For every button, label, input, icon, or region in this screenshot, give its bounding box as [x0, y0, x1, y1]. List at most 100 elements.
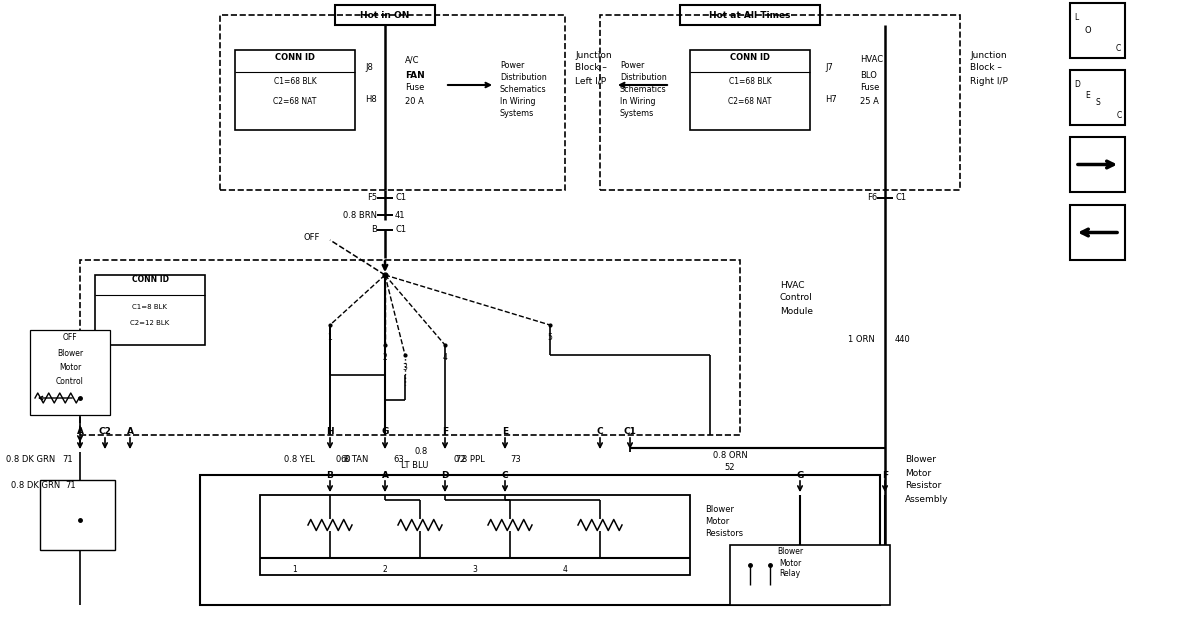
- Text: E: E: [502, 428, 508, 437]
- Text: 71: 71: [62, 455, 73, 464]
- Text: O: O: [1085, 26, 1091, 35]
- Text: 1: 1: [293, 566, 298, 575]
- Text: C1=68 BLK: C1=68 BLK: [728, 77, 772, 86]
- Text: C1=68 BLK: C1=68 BLK: [274, 77, 317, 86]
- Text: 0.8 ORN: 0.8 ORN: [713, 450, 748, 459]
- Text: D: D: [442, 471, 449, 479]
- Bar: [1070, 3, 1126, 58]
- Bar: [680, 5, 820, 25]
- Text: 440: 440: [895, 336, 911, 345]
- Text: C: C: [502, 471, 509, 479]
- Text: Resistors: Resistors: [706, 529, 743, 539]
- Text: 25 A: 25 A: [860, 96, 878, 105]
- Text: Module: Module: [780, 307, 814, 316]
- Bar: [600, 15, 960, 190]
- Bar: [30, 330, 110, 415]
- Text: Blower: Blower: [776, 547, 803, 556]
- Text: 1: 1: [328, 333, 332, 341]
- Text: 2: 2: [383, 566, 388, 575]
- Bar: [220, 15, 565, 190]
- Text: F: F: [442, 428, 448, 437]
- Text: H: H: [326, 428, 334, 437]
- Text: Hot in ON: Hot in ON: [360, 11, 409, 20]
- Text: C1: C1: [395, 226, 406, 234]
- Text: C2=68 NAT: C2=68 NAT: [728, 98, 772, 106]
- Text: Power: Power: [620, 60, 644, 69]
- Text: CONN ID: CONN ID: [275, 54, 314, 62]
- Bar: [335, 5, 436, 25]
- Bar: [200, 475, 880, 605]
- Bar: [730, 545, 890, 605]
- Text: Systems: Systems: [620, 108, 654, 118]
- Text: Schematics: Schematics: [620, 84, 667, 93]
- Text: HVAC: HVAC: [860, 55, 883, 64]
- Text: 3: 3: [473, 566, 478, 575]
- Text: C1=8 BLK: C1=8 BLK: [132, 304, 168, 310]
- Text: 0.8 YEL: 0.8 YEL: [284, 455, 314, 464]
- Text: Hot at All Times: Hot at All Times: [709, 11, 791, 20]
- Text: OFF: OFF: [304, 232, 320, 241]
- Text: B: B: [326, 471, 334, 479]
- Text: 4: 4: [563, 566, 568, 575]
- Text: Control: Control: [780, 294, 812, 302]
- Text: Junction: Junction: [970, 50, 1007, 59]
- Text: 0.8 PPL: 0.8 PPL: [455, 455, 485, 464]
- Text: BLO: BLO: [860, 71, 877, 79]
- Text: Block –: Block –: [970, 64, 1002, 72]
- Text: F6: F6: [866, 193, 877, 202]
- Text: Right I/P: Right I/P: [970, 76, 1008, 86]
- Text: G: G: [382, 428, 389, 437]
- Text: C: C: [1116, 44, 1121, 53]
- Bar: [1070, 205, 1126, 260]
- Text: A: A: [126, 428, 133, 437]
- Text: 1 ORN: 1 ORN: [848, 336, 875, 345]
- Text: 71: 71: [65, 481, 76, 490]
- Text: FAN: FAN: [406, 71, 425, 79]
- Text: C1: C1: [895, 193, 906, 202]
- Text: C: C: [1117, 111, 1122, 120]
- Text: E: E: [1085, 91, 1090, 100]
- Text: OFF: OFF: [62, 333, 77, 343]
- Text: Resistor: Resistor: [905, 481, 941, 491]
- Text: Distribution: Distribution: [500, 72, 547, 81]
- Bar: [690, 50, 810, 130]
- Text: Motor: Motor: [59, 362, 82, 372]
- Text: Blower: Blower: [706, 505, 734, 515]
- Bar: [1070, 137, 1126, 192]
- Bar: [260, 495, 690, 575]
- Text: J8: J8: [365, 64, 373, 72]
- Bar: [95, 275, 205, 345]
- Text: 63: 63: [394, 455, 403, 464]
- Text: Motor: Motor: [706, 517, 730, 527]
- Bar: [1070, 70, 1126, 125]
- Text: H7: H7: [826, 96, 836, 105]
- Text: Left I/P: Left I/P: [575, 76, 606, 86]
- Text: L: L: [1074, 13, 1079, 22]
- Text: 5: 5: [547, 333, 552, 341]
- Text: F5: F5: [367, 193, 377, 202]
- Text: Distribution: Distribution: [620, 72, 667, 81]
- Text: H8: H8: [365, 96, 377, 105]
- Text: 0.8 DK GRN: 0.8 DK GRN: [11, 481, 60, 490]
- Text: 0.8 TAN: 0.8 TAN: [336, 455, 368, 464]
- Text: C2=68 NAT: C2=68 NAT: [274, 98, 317, 106]
- Text: Fuse: Fuse: [406, 84, 425, 93]
- Text: Fuse: Fuse: [860, 84, 880, 93]
- Bar: [40, 480, 115, 550]
- Text: Blower: Blower: [56, 348, 83, 357]
- Text: C1: C1: [624, 428, 636, 437]
- Text: J7: J7: [826, 64, 833, 72]
- Text: 73: 73: [510, 455, 521, 464]
- Text: HVAC: HVAC: [780, 280, 804, 290]
- Text: B: B: [371, 226, 377, 234]
- Text: 0.8 BRN: 0.8 BRN: [343, 210, 377, 219]
- Text: 41: 41: [395, 210, 406, 219]
- Text: 3: 3: [402, 362, 408, 372]
- Text: C2=12 BLK: C2=12 BLK: [131, 320, 169, 326]
- Text: 0.8: 0.8: [415, 447, 428, 457]
- Text: Motor: Motor: [779, 559, 802, 568]
- Text: A/C: A/C: [406, 55, 420, 64]
- Text: Schematics: Schematics: [500, 84, 547, 93]
- Text: 0.8 DK GRN: 0.8 DK GRN: [6, 455, 55, 464]
- Text: CONN ID: CONN ID: [730, 54, 770, 62]
